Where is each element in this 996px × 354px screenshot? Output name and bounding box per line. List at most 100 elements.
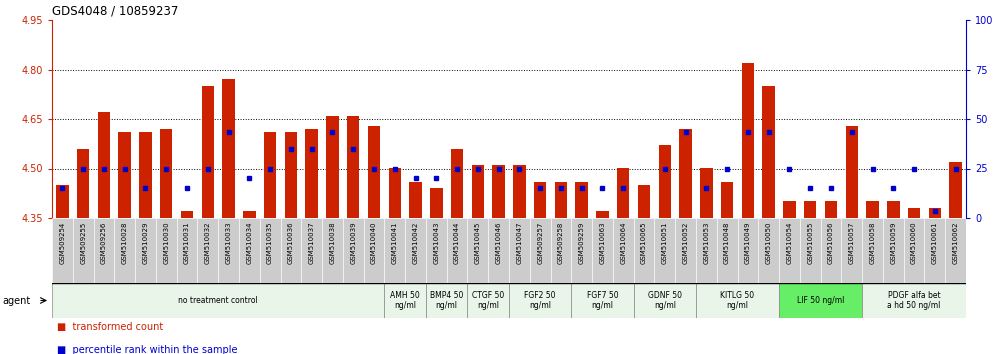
Text: ■  transformed count: ■ transformed count xyxy=(57,322,163,332)
Bar xyxy=(555,182,567,218)
Text: GSM510037: GSM510037 xyxy=(309,221,315,264)
Bar xyxy=(77,149,90,218)
Text: FGF7 50
ng/ml: FGF7 50 ng/ml xyxy=(587,291,619,310)
Text: GSM510052: GSM510052 xyxy=(682,221,688,264)
Bar xyxy=(119,132,130,218)
Bar xyxy=(451,149,463,218)
Bar xyxy=(56,185,69,218)
Bar xyxy=(928,208,941,218)
Bar xyxy=(52,218,73,283)
Bar xyxy=(160,129,172,218)
Bar xyxy=(717,218,737,283)
Text: GSM509254: GSM509254 xyxy=(60,221,66,263)
Text: GSM510057: GSM510057 xyxy=(849,221,855,264)
Text: GSM510062: GSM510062 xyxy=(952,221,958,264)
Bar xyxy=(94,218,115,283)
Bar xyxy=(181,211,193,218)
Bar xyxy=(52,283,384,318)
Bar xyxy=(368,126,380,218)
Text: FGF2 50
ng/ml: FGF2 50 ng/ml xyxy=(525,291,556,310)
Bar xyxy=(260,218,281,283)
Text: no treatment control: no treatment control xyxy=(178,296,258,305)
Bar xyxy=(426,218,446,283)
Bar xyxy=(430,188,442,218)
Bar xyxy=(572,283,633,318)
Text: ■  percentile rank within the sample: ■ percentile rank within the sample xyxy=(57,345,237,354)
Bar xyxy=(281,218,301,283)
Text: GSM510036: GSM510036 xyxy=(288,221,294,264)
Text: GSM510059: GSM510059 xyxy=(890,221,896,264)
Bar xyxy=(201,86,214,218)
Text: GSM510034: GSM510034 xyxy=(246,221,252,264)
Bar xyxy=(322,218,343,283)
Bar xyxy=(737,218,758,283)
Text: GSM510053: GSM510053 xyxy=(703,221,709,264)
Bar xyxy=(779,283,863,318)
Bar xyxy=(327,116,339,218)
Text: GSM510039: GSM510039 xyxy=(351,221,357,264)
Bar xyxy=(98,113,111,218)
Bar xyxy=(658,145,671,218)
Bar xyxy=(903,218,924,283)
Bar xyxy=(472,165,484,218)
Bar xyxy=(513,165,526,218)
Bar xyxy=(409,182,421,218)
Text: GSM510050: GSM510050 xyxy=(766,221,772,264)
Text: KITLG 50
ng/ml: KITLG 50 ng/ml xyxy=(720,291,755,310)
Bar xyxy=(613,218,633,283)
Bar xyxy=(675,218,696,283)
Bar xyxy=(637,185,650,218)
Bar xyxy=(863,283,966,318)
Text: GSM510030: GSM510030 xyxy=(163,221,169,264)
Bar xyxy=(388,169,401,218)
Bar xyxy=(696,283,779,318)
Bar xyxy=(842,218,863,283)
Bar xyxy=(405,218,426,283)
Text: GSM509256: GSM509256 xyxy=(101,221,107,264)
Text: GSM510055: GSM510055 xyxy=(807,221,813,264)
Bar xyxy=(492,165,505,218)
Bar xyxy=(821,218,842,283)
Bar xyxy=(139,132,151,218)
Text: GSM510054: GSM510054 xyxy=(787,221,793,264)
Text: GDNF 50
ng/ml: GDNF 50 ng/ml xyxy=(647,291,682,310)
Bar xyxy=(306,129,318,218)
Text: BMP4 50
ng/ml: BMP4 50 ng/ml xyxy=(430,291,463,310)
Bar xyxy=(846,126,858,218)
Text: GSM510040: GSM510040 xyxy=(371,221,376,264)
Bar xyxy=(509,218,530,283)
Bar xyxy=(551,218,572,283)
Text: GSM510064: GSM510064 xyxy=(621,221,626,264)
Text: GSM510044: GSM510044 xyxy=(454,221,460,264)
Bar xyxy=(945,218,966,283)
Bar xyxy=(887,201,899,218)
Bar xyxy=(882,218,903,283)
Text: GSM510035: GSM510035 xyxy=(267,221,273,264)
Bar xyxy=(176,218,197,283)
Bar xyxy=(347,116,360,218)
Bar xyxy=(679,129,692,218)
Text: GSM509257: GSM509257 xyxy=(537,221,543,264)
Bar xyxy=(696,218,717,283)
Bar xyxy=(222,79,235,218)
Bar xyxy=(742,63,754,218)
Bar xyxy=(243,211,256,218)
Bar xyxy=(779,218,800,283)
Text: GSM509259: GSM509259 xyxy=(579,221,585,264)
Text: GSM509255: GSM509255 xyxy=(80,221,87,263)
Bar xyxy=(488,218,509,283)
Bar xyxy=(924,218,945,283)
Bar xyxy=(907,208,920,218)
Text: PDGF alfa bet
a hd 50 ng/ml: PDGF alfa bet a hd 50 ng/ml xyxy=(887,291,941,310)
Bar xyxy=(572,218,592,283)
Text: GSM510038: GSM510038 xyxy=(330,221,336,264)
Bar xyxy=(239,218,260,283)
Bar xyxy=(218,218,239,283)
Text: GSM510047: GSM510047 xyxy=(516,221,522,264)
Text: GSM510041: GSM510041 xyxy=(391,221,397,264)
Bar xyxy=(804,201,817,218)
Text: GSM510045: GSM510045 xyxy=(475,221,481,264)
Bar xyxy=(115,218,135,283)
Bar xyxy=(700,169,712,218)
Text: GSM510051: GSM510051 xyxy=(661,221,667,264)
